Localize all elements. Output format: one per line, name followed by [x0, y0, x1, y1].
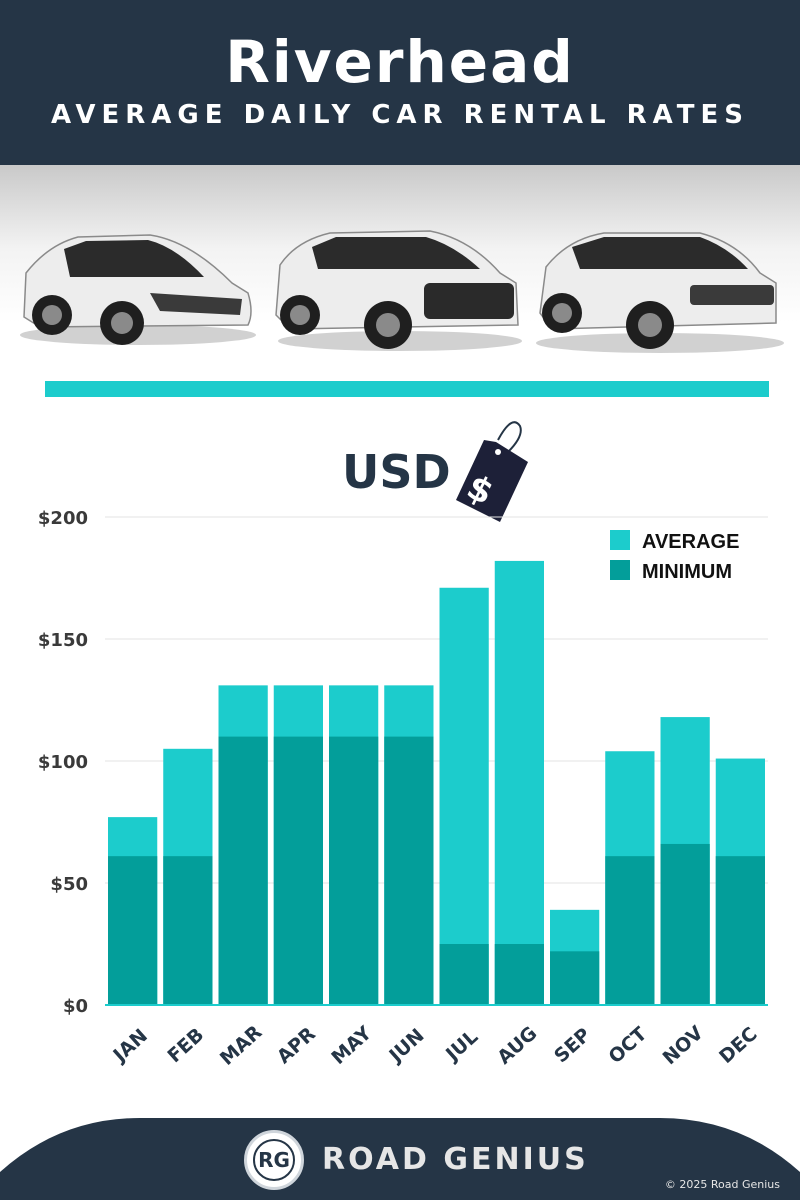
- bar-minimum-sep: [550, 951, 600, 1005]
- bar-minimum-oct: [605, 856, 655, 1005]
- bar-minimum-dec: [715, 856, 765, 1005]
- y-tick-label: $150: [38, 630, 88, 651]
- legend-label: MINIMUM: [642, 561, 732, 583]
- currency-badge: USD $: [342, 421, 528, 522]
- x-axis-ticks: JAN FEB MAR APR MAY JUN JUL AUG SEP OCT NOV DEC: [108, 1021, 762, 1070]
- x-tick-label: FEB: [163, 1024, 208, 1067]
- cars-banner: [0, 165, 800, 375]
- x-tick-label: MAR: [216, 1021, 267, 1070]
- hatchback-car-image: [20, 234, 256, 345]
- footer-band: [0, 1118, 800, 1200]
- x-tick-label: MAY: [327, 1022, 376, 1069]
- x-tick-label: JUL: [440, 1026, 482, 1067]
- y-tick-label: $200: [38, 508, 88, 529]
- header-banner: Riverhead AVERAGE DAILY CAR RENTAL RATES: [0, 0, 800, 165]
- cars-illustration: [20, 230, 784, 353]
- brand-name: ROAD GENIUS: [322, 1142, 589, 1177]
- page-subtitle: AVERAGE DAILY CAR RENTAL RATES: [51, 100, 749, 130]
- x-tick-label: AUG: [493, 1022, 541, 1069]
- legend-swatch: [610, 560, 630, 580]
- x-tick-label: SEP: [550, 1024, 595, 1068]
- x-tick-label: JAN: [108, 1025, 152, 1068]
- bar-minimum-jun: [384, 736, 434, 1005]
- road-genius-logo: RG: [244, 1130, 304, 1190]
- bar-minimum-apr: [273, 736, 323, 1005]
- x-tick-label: DEC: [715, 1023, 761, 1068]
- legend-swatch: [610, 530, 630, 550]
- y-tick-label: $50: [50, 874, 88, 895]
- x-tick-label: JUN: [384, 1025, 429, 1068]
- bar-minimum-nov: [660, 843, 710, 1005]
- logo-monogram: RG: [253, 1139, 295, 1181]
- price-tag-icon: $: [456, 421, 528, 522]
- luxury-suv-car-image: [536, 232, 784, 353]
- bar-minimum-may: [329, 736, 379, 1005]
- x-tick-label: NOV: [659, 1022, 708, 1069]
- bar-minimum-mar: [218, 736, 268, 1005]
- rental-rate-chart: USD $ $0$50$100$150$200 JAN FEB MAR APR MAY J…: [38, 421, 768, 1070]
- bar-minimum-feb: [163, 856, 213, 1005]
- x-tick-label: APR: [273, 1023, 320, 1069]
- currency-label: USD: [342, 445, 451, 499]
- chart-legend: AVERAGE MINIMUM: [610, 530, 739, 583]
- bar-minimum-aug: [494, 944, 544, 1005]
- page-title: Riverhead: [225, 28, 575, 96]
- suv-car-image: [275, 230, 522, 351]
- y-tick-label: $0: [63, 996, 88, 1017]
- bar-minimum-jul: [439, 944, 489, 1005]
- minimum-bars: [108, 736, 765, 1005]
- x-tick-label: OCT: [604, 1023, 651, 1068]
- bar-average-jul: [439, 587, 489, 1005]
- y-tick-label: $100: [38, 752, 88, 773]
- y-axis-ticks: $0 $50 $100 $150 $200: [38, 508, 88, 1017]
- legend-label: AVERAGE: [642, 531, 739, 553]
- copyright-text: © 2025 Road Genius: [664, 1178, 780, 1191]
- accent-divider: [45, 381, 769, 397]
- bar-minimum-jan: [108, 856, 158, 1005]
- bar-average-aug: [494, 560, 544, 1005]
